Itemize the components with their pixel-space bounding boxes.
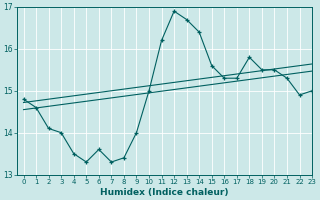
X-axis label: Humidex (Indice chaleur): Humidex (Indice chaleur) bbox=[100, 188, 229, 197]
